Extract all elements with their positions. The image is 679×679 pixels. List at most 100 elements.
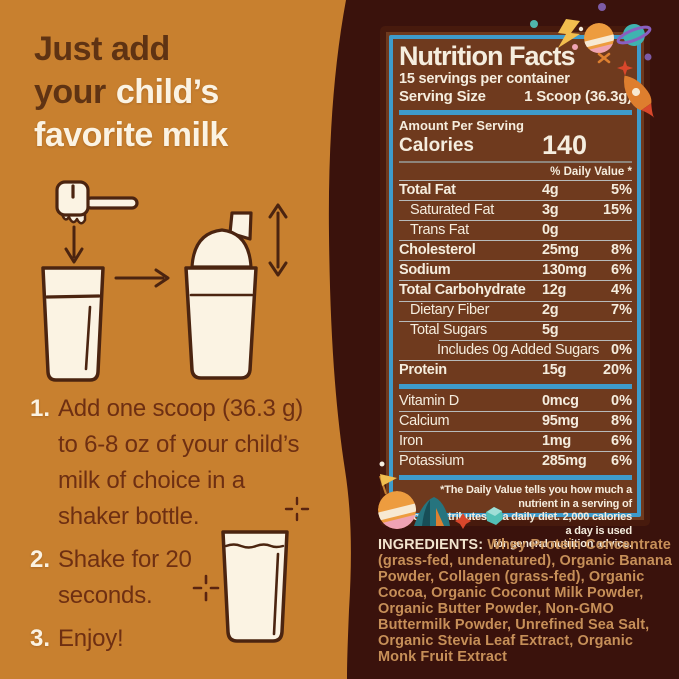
nutrient-name: Potassium xyxy=(399,453,464,470)
nutrient-row: Dietary Fiber 2g 7% xyxy=(399,300,632,321)
daily-value-header: % Daily Value * xyxy=(399,164,632,181)
nutrient-name: Sodium xyxy=(399,262,451,279)
instructions-list: 1. Add one scoop (36.3 g) to 6-8 oz of y… xyxy=(30,391,330,664)
serving-size-label: Serving Size xyxy=(399,88,486,105)
amount-per-serving: Amount Per Serving xyxy=(399,118,524,133)
ingredients-label: INGREDIENTS: xyxy=(378,537,484,553)
step-number: 3. xyxy=(30,625,51,652)
nutrient-daily-value: 0% xyxy=(611,392,632,409)
nutrient-daily-value: 6% xyxy=(611,262,632,279)
nutrient-name: Vitamin D xyxy=(399,392,459,409)
servings-per-container: 15 servings per container xyxy=(399,71,570,87)
nutrient-daily-value: 7% xyxy=(611,302,632,319)
nutrient-row: Includes 0g Added Sugars 0% xyxy=(399,339,632,360)
nutrient-name: Total Carbohydrate xyxy=(399,282,526,299)
step-number: 1. xyxy=(30,395,51,422)
nutrient-name: Cholesterol xyxy=(399,242,476,259)
instruction-step-2: 2. Shake for 20 seconds. xyxy=(30,542,330,614)
calories-value: 140 xyxy=(542,130,588,160)
arrow-down-icon xyxy=(64,225,84,264)
arrow-up-down-icon xyxy=(268,203,288,277)
nutrient-row: Total Carbohydrate 12g 4% xyxy=(399,280,632,300)
sparkle-plus-icon xyxy=(284,496,310,522)
divider-thick xyxy=(399,383,632,389)
headline-line2-cream: child’s xyxy=(115,73,219,111)
nutrient-name: Total Sugars xyxy=(410,322,487,339)
nutrient-rows: Total Fat 4g 5% Saturated Fat 3g 15% Trans Fat… xyxy=(399,181,632,380)
step-text: Add one scoop (36.3 g) to 6-8 oz of your… xyxy=(58,395,304,530)
calories-row: Calories 140 xyxy=(399,130,632,160)
nutrient-row: Protein 15g 20% xyxy=(399,359,632,380)
nutrient-row: Potassium 285mg 6% xyxy=(399,451,632,471)
nutrient-daily-value: 4% xyxy=(611,282,632,299)
divider-thick xyxy=(399,110,632,115)
nutrient-amount: 12g xyxy=(542,282,567,299)
nutrient-row: Iron 1mg 6% xyxy=(399,431,632,451)
nutrient-amount: 25mg xyxy=(542,242,579,259)
nutrient-amount: 1mg xyxy=(542,432,571,449)
nutrient-amount: 5g xyxy=(542,322,559,339)
nutrient-daily-value: 6% xyxy=(611,432,632,449)
nutrient-name: Iron xyxy=(399,432,423,449)
nutrient-amount: 3g xyxy=(542,201,559,218)
nutrient-name: Protein xyxy=(399,361,447,378)
nutrient-amount: 4g xyxy=(542,181,559,198)
milk-glass-icon xyxy=(41,266,105,382)
mixing-illustration xyxy=(41,180,288,382)
nutrient-row: Sodium 130mg 6% xyxy=(399,260,632,280)
calories-label: Calories xyxy=(399,135,474,156)
nutrient-amount: 15g xyxy=(542,361,567,378)
ingredients-paragraph: INGREDIENTS: Whey Protein Concentrate (g… xyxy=(378,537,674,665)
nutrient-amount: 95mg xyxy=(542,412,579,429)
nutrient-row: Cholesterol 25mg 8% xyxy=(399,240,632,260)
nutrient-daily-value: 8% xyxy=(611,412,632,429)
nutrient-daily-value: 5% xyxy=(611,181,632,198)
serving-size-value: 1 Scoop (36.3g) xyxy=(524,88,632,105)
divider-gray xyxy=(399,161,632,163)
headline: Just add your child’s favorite milk xyxy=(34,28,228,157)
nutrient-amount: 0g xyxy=(542,221,559,238)
nutrient-name: Calcium xyxy=(399,412,450,429)
nutrition-facts-inner: Nutrition Facts 15 servings per containe… xyxy=(389,35,641,550)
finished-milk-glass-icon xyxy=(221,530,289,643)
nutrient-row: Vitamin D 0mcg 0% xyxy=(399,392,632,411)
nutrient-row: Calcium 95mg 8% xyxy=(399,411,632,431)
headline-line1: Just add xyxy=(34,30,170,68)
nutrient-name: Includes 0g Added Sugars xyxy=(437,341,600,358)
nutrition-title: Nutrition Facts xyxy=(399,41,576,71)
divider-thick xyxy=(399,475,632,481)
instruction-step-3: 3. Enjoy! xyxy=(30,621,330,657)
nutrient-row: Total Sugars 5g xyxy=(399,320,632,341)
sparkle-plus-icon xyxy=(192,574,220,602)
nutrient-daily-value: 6% xyxy=(611,453,632,470)
headline-line2-brown: your xyxy=(34,73,106,111)
nutrient-row: Total Fat 4g 5% xyxy=(399,181,632,200)
headline-line3: favorite milk xyxy=(34,116,228,154)
nutrient-amount: 130mg xyxy=(542,262,587,279)
arrow-right-icon xyxy=(114,268,170,288)
nutrient-name: Total Fat xyxy=(399,181,456,198)
nutrient-row: Trans Fat 0g xyxy=(399,220,632,240)
nutrient-amount: 0mcg xyxy=(542,392,579,409)
scoop-icon xyxy=(55,180,139,225)
nutrient-amount: 2g xyxy=(542,302,559,319)
step-text: Shake for 20 seconds. xyxy=(58,546,192,609)
nutrient-daily-value: 15% xyxy=(602,201,632,218)
step-number: 2. xyxy=(30,546,51,573)
vitamin-rows: Vitamin D 0mcg 0% Calcium 95mg 8% Iron 1mg 6% Pot… xyxy=(399,392,632,471)
nutrient-daily-value: 20% xyxy=(602,361,632,378)
nutrition-facts-label: Nutrition Facts 15 servings per containe… xyxy=(380,26,650,550)
nutrient-name: Trans Fat xyxy=(410,221,469,238)
nutrient-name: Dietary Fiber xyxy=(410,302,490,319)
instruction-step-1: 1. Add one scoop (36.3 g) to 6-8 oz of y… xyxy=(30,391,330,535)
nutrient-row: Saturated Fat 3g 15% xyxy=(399,200,632,220)
ingredients-text: Whey Protein Concentrate (grass-fed, und… xyxy=(378,537,673,665)
step-text: Enjoy! xyxy=(58,625,124,652)
serving-size-row: Serving Size 1 Scoop (36.3g) xyxy=(399,88,632,106)
shaker-bottle-icon xyxy=(184,211,258,380)
nutrient-daily-value: 8% xyxy=(611,242,632,259)
nutrient-name: Saturated Fat xyxy=(410,201,494,218)
nutrient-daily-value: 0% xyxy=(611,341,632,358)
